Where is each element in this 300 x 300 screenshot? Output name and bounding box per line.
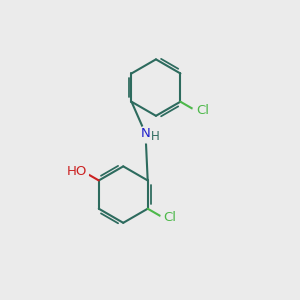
Text: HO: HO <box>67 165 87 178</box>
Text: Cl: Cl <box>196 104 209 117</box>
Text: Cl: Cl <box>163 211 176 224</box>
Text: H: H <box>151 130 159 142</box>
Text: N: N <box>141 127 150 140</box>
